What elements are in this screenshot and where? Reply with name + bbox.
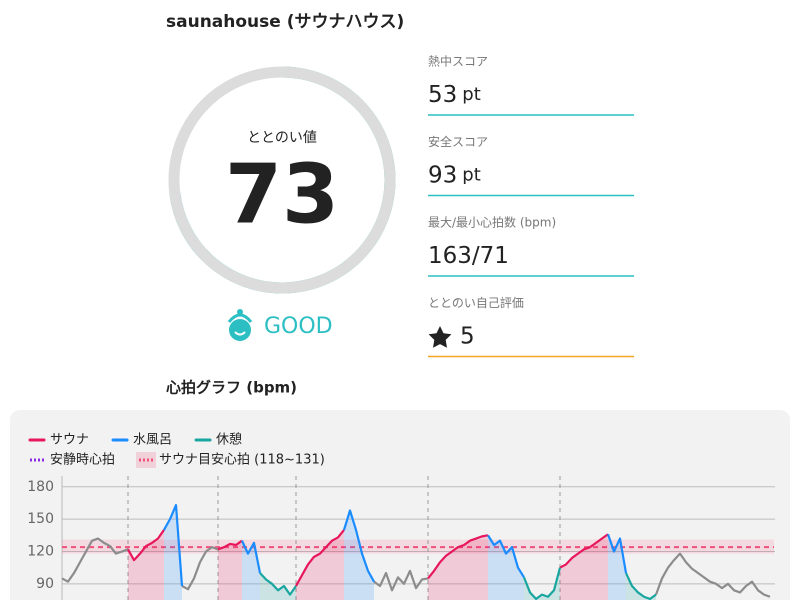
y-tick-label: 120: [27, 543, 54, 559]
stat-value-number: 53: [428, 82, 457, 108]
heart-rate-line: [62, 537, 771, 598]
heart-rate-line: [163, 504, 628, 587]
stat-value-number: 163/71: [428, 243, 509, 269]
gauge-track: [168, 66, 396, 294]
stat-label: 安全スコア: [428, 134, 488, 149]
area: [296, 529, 344, 600]
stat-label: ととのい自己評価: [428, 295, 524, 310]
y-tick-label: 90: [36, 576, 54, 592]
y-tick-label: 150: [27, 511, 54, 527]
area: [218, 540, 242, 600]
title: saunahouse (サウナハウス): [166, 12, 404, 32]
area: [428, 535, 488, 600]
stat-unit: pt: [462, 165, 480, 186]
legend-label: 水風呂: [133, 433, 172, 448]
area: [128, 529, 164, 600]
area: [260, 573, 296, 600]
stat-unit: pt: [462, 84, 480, 105]
legend-label: サウナ目安心拍 (118~131): [159, 453, 325, 468]
area: [626, 573, 656, 600]
chart-title: 心拍グラフ (bpm): [166, 379, 297, 397]
gauge-rating: GOOD: [264, 314, 333, 339]
stat-value: 5: [460, 323, 475, 349]
legend-label: サウナ: [50, 433, 89, 448]
gauge-label: ととのい値: [247, 130, 317, 146]
stat-value: 163/71: [428, 243, 509, 269]
stat-value-number: 5: [460, 323, 475, 349]
stat-value-number: 93: [428, 162, 457, 188]
plot: [62, 476, 774, 600]
gauge-value: 73: [225, 147, 339, 242]
area: [488, 535, 524, 600]
legend-label: 休憩: [216, 432, 242, 448]
stat-value: 53 pt: [428, 82, 481, 108]
heart-rate-line: [259, 567, 657, 600]
stat-value: 93 pt: [428, 162, 481, 188]
star-icon: [428, 326, 452, 348]
rating-icon: [227, 309, 253, 341]
area: [344, 510, 374, 600]
area: [560, 534, 608, 600]
legend-label: 安静時心拍: [50, 453, 115, 468]
stat-label: 熱中スコア: [428, 54, 488, 69]
stat-label: 最大/最小心拍数 (bpm): [428, 215, 556, 230]
area: [524, 567, 560, 600]
y-tick-label: 180: [27, 479, 54, 495]
legend-band: [136, 452, 157, 468]
heart-rate-line: [127, 529, 609, 587]
